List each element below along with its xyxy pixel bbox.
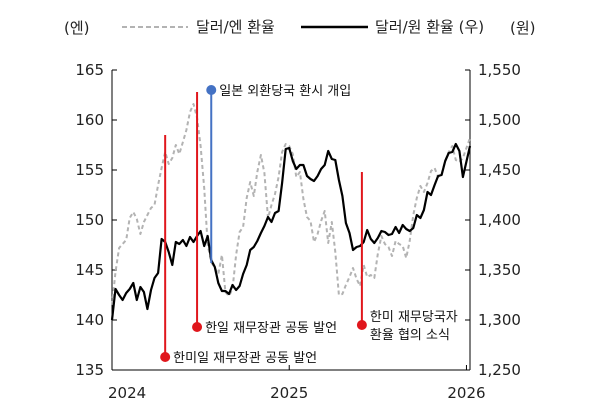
event-marker-2	[206, 85, 217, 95]
x-tick-label: 2026	[447, 384, 485, 402]
event-marker-3	[356, 320, 367, 330]
event-label-0: 한미일 재무장관 공동 발언	[173, 351, 317, 366]
event-label-3: 한미 재무당국자	[370, 310, 458, 325]
series-layer	[110, 103, 472, 321]
annotation-layer: 한미일 재무장관 공동 발언 한일 재무장관 공동 발언 일본 외환당국 환시 개입…	[160, 84, 458, 366]
left-axis-unit: (엔)	[64, 19, 90, 37]
right-tick-label: 1,350	[478, 261, 521, 279]
left-tick-label: 150	[75, 211, 104, 229]
left-tick-label: 165	[75, 61, 104, 79]
event-marker-0	[160, 352, 171, 362]
event-label-3: 환율 협의 소식	[370, 328, 450, 343]
event-marker-1	[192, 322, 203, 332]
right-tick-label: 1,250	[478, 361, 521, 379]
x-tick-label: 2024	[108, 384, 146, 402]
series-jpy-line	[111, 103, 471, 306]
left-tick-label: 160	[75, 111, 104, 129]
axes: 135 140 145 150 155 160 165 1,250 1,300 1,350 1,40…	[75, 61, 521, 402]
event-label-2: 일본 외환당국 환시 개입	[219, 84, 351, 99]
legend: 달러/엔 환율 달러/원 환율 (우)	[122, 18, 484, 36]
series-krw-line	[110, 142, 472, 321]
x-tick-label: 2025	[270, 384, 308, 402]
left-tick-label: 140	[75, 311, 104, 329]
right-axis-unit: (원)	[510, 19, 536, 37]
right-tick-label: 1,450	[478, 161, 521, 179]
right-tick-label: 1,500	[478, 111, 521, 129]
left-tick-label: 155	[75, 161, 104, 179]
left-tick-label: 145	[75, 261, 104, 279]
right-tick-label: 1,300	[478, 311, 521, 329]
event-label-1: 한일 재무장관 공동 발언	[205, 321, 337, 336]
left-tick-label: 135	[75, 361, 104, 379]
legend-label-krw: 달러/원 환율 (우)	[375, 18, 484, 36]
legend-label-jpy: 달러/엔 환율	[196, 18, 275, 36]
right-tick-label: 1,400	[478, 211, 521, 229]
right-tick-label: 1,550	[478, 61, 521, 79]
